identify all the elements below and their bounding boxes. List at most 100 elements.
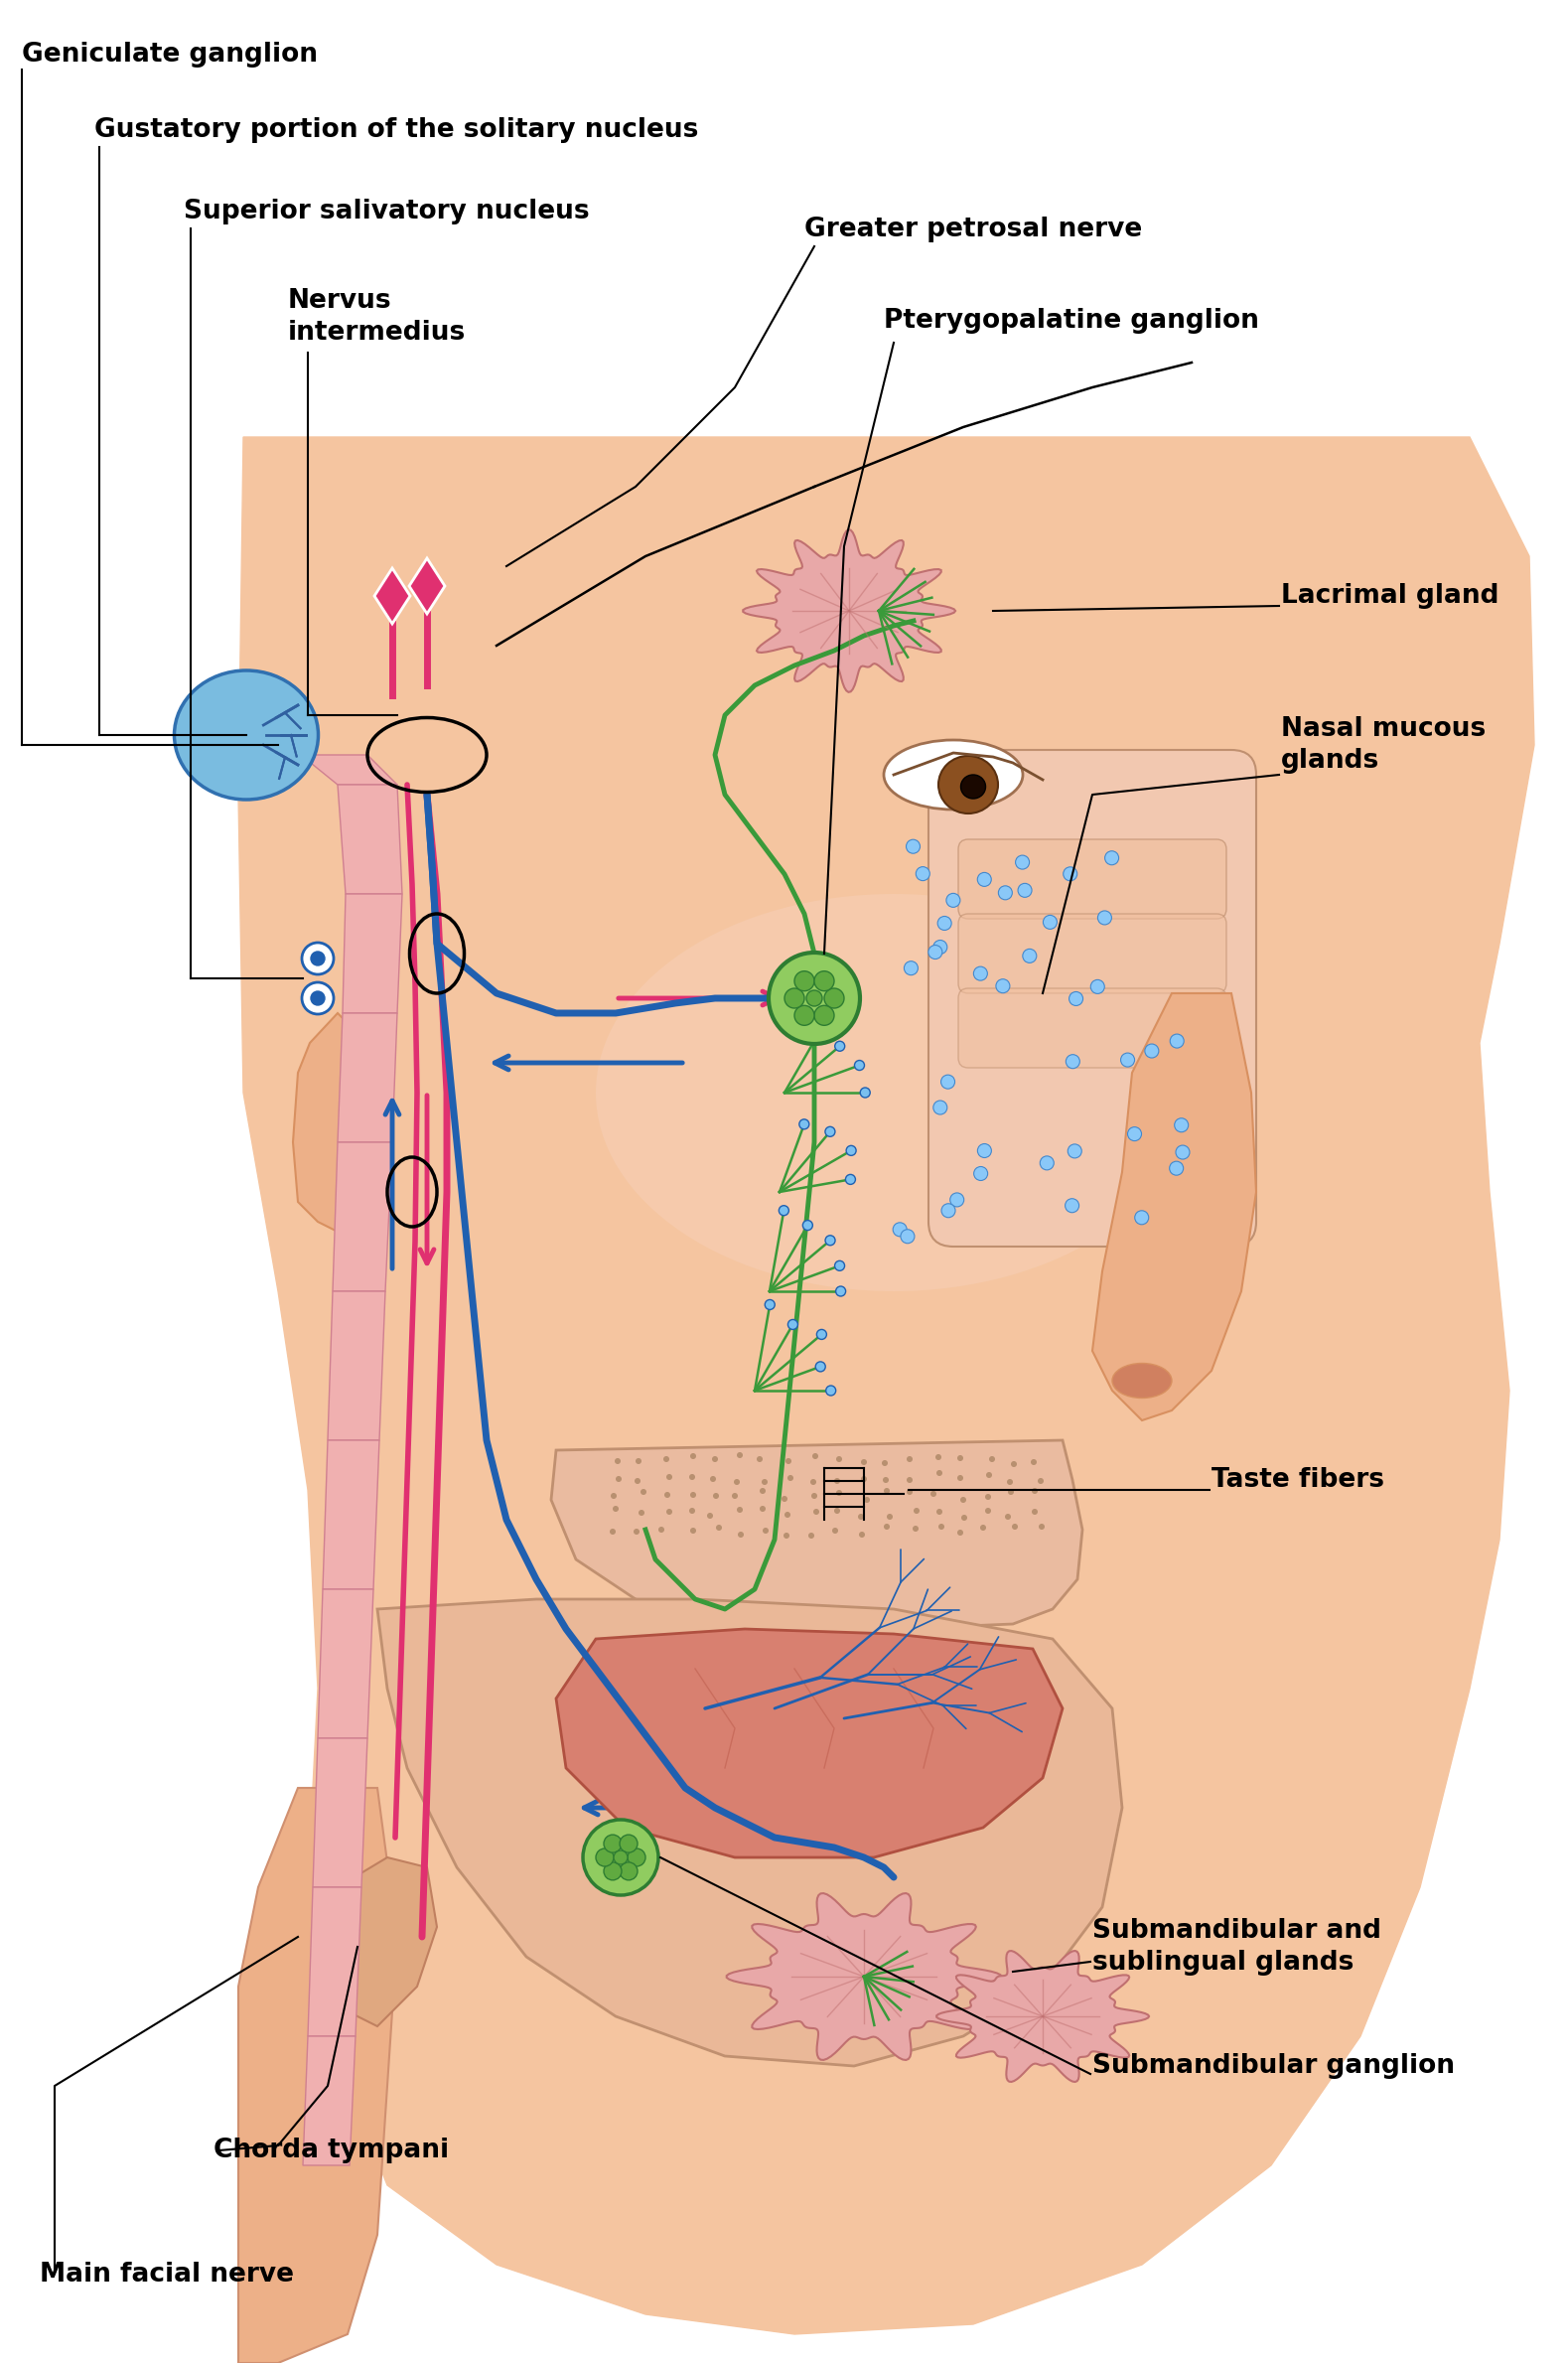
Text: Taste fibers: Taste fibers — [1212, 1467, 1385, 1493]
Circle shape — [1043, 914, 1057, 929]
Circle shape — [739, 1496, 745, 1503]
Circle shape — [1065, 1198, 1079, 1212]
Circle shape — [840, 1460, 847, 1467]
Circle shape — [808, 1526, 814, 1531]
Circle shape — [946, 893, 960, 907]
Circle shape — [303, 943, 334, 974]
Circle shape — [822, 1014, 831, 1026]
Circle shape — [764, 1307, 773, 1319]
Circle shape — [740, 1456, 746, 1463]
Circle shape — [627, 1848, 646, 1867]
Circle shape — [982, 1496, 988, 1503]
Circle shape — [1022, 950, 1036, 962]
Circle shape — [911, 1477, 917, 1482]
Circle shape — [613, 1850, 627, 1864]
Polygon shape — [743, 529, 955, 692]
Circle shape — [665, 1496, 670, 1503]
Circle shape — [989, 1510, 996, 1515]
Circle shape — [977, 872, 991, 886]
Text: Main facial nerve: Main facial nerve — [39, 2261, 293, 2287]
Circle shape — [906, 839, 920, 853]
Circle shape — [759, 1510, 765, 1517]
Circle shape — [958, 1458, 964, 1465]
Circle shape — [958, 1526, 964, 1534]
Circle shape — [619, 1862, 638, 1881]
Circle shape — [930, 1515, 936, 1519]
Circle shape — [1030, 1526, 1036, 1531]
Circle shape — [795, 1007, 814, 1026]
Circle shape — [905, 962, 917, 976]
Circle shape — [836, 1515, 842, 1519]
Circle shape — [859, 1491, 866, 1496]
Polygon shape — [307, 1888, 362, 2037]
Circle shape — [914, 1458, 919, 1463]
Circle shape — [784, 1493, 790, 1501]
Circle shape — [829, 1122, 839, 1132]
Circle shape — [713, 1531, 720, 1538]
Circle shape — [789, 1479, 795, 1484]
Circle shape — [732, 1512, 739, 1517]
Circle shape — [684, 1512, 690, 1519]
Circle shape — [884, 1515, 891, 1519]
Circle shape — [809, 1477, 815, 1484]
Circle shape — [682, 1472, 688, 1477]
Circle shape — [856, 1059, 867, 1070]
Polygon shape — [557, 1628, 1063, 1857]
Circle shape — [892, 1222, 906, 1236]
Text: Lacrimal gland: Lacrimal gland — [1281, 584, 1499, 610]
Circle shape — [837, 1040, 847, 1049]
Polygon shape — [337, 1014, 397, 1141]
Circle shape — [982, 1456, 988, 1460]
Polygon shape — [301, 754, 397, 785]
Circle shape — [1063, 867, 1077, 881]
Circle shape — [828, 1233, 837, 1243]
Circle shape — [936, 1529, 942, 1534]
Text: Submandibular and
sublingual glands: Submandibular and sublingual glands — [1093, 1919, 1381, 1975]
Circle shape — [638, 1493, 643, 1498]
Circle shape — [709, 1453, 715, 1458]
Circle shape — [933, 940, 947, 955]
Circle shape — [834, 1262, 844, 1271]
Circle shape — [822, 1359, 831, 1371]
Circle shape — [815, 1491, 822, 1496]
Circle shape — [803, 1219, 814, 1229]
Circle shape — [1035, 1493, 1041, 1498]
Circle shape — [928, 945, 942, 959]
Polygon shape — [337, 785, 401, 893]
Circle shape — [837, 1151, 848, 1160]
Circle shape — [782, 1460, 789, 1465]
Ellipse shape — [1112, 1363, 1171, 1399]
Polygon shape — [936, 1952, 1149, 2082]
Circle shape — [941, 1075, 955, 1089]
Ellipse shape — [884, 740, 1022, 811]
Circle shape — [977, 1144, 991, 1158]
Circle shape — [1011, 1477, 1018, 1484]
Circle shape — [806, 990, 822, 1007]
Circle shape — [735, 1531, 740, 1538]
Circle shape — [839, 1524, 845, 1529]
Circle shape — [739, 1470, 745, 1477]
Polygon shape — [1093, 992, 1256, 1420]
Circle shape — [610, 1470, 616, 1477]
Circle shape — [884, 1531, 891, 1536]
Circle shape — [834, 1491, 840, 1496]
Circle shape — [310, 992, 325, 1004]
Polygon shape — [342, 893, 401, 1014]
Circle shape — [858, 1477, 864, 1482]
Circle shape — [1135, 1210, 1149, 1224]
Circle shape — [1007, 1505, 1013, 1512]
Polygon shape — [323, 1439, 379, 1590]
Circle shape — [963, 1510, 967, 1517]
Circle shape — [757, 1458, 762, 1465]
Polygon shape — [312, 1739, 367, 1888]
Circle shape — [665, 1526, 670, 1534]
Text: Greater petrosal nerve: Greater petrosal nerve — [804, 217, 1142, 243]
Polygon shape — [726, 1893, 1002, 2061]
Circle shape — [795, 971, 814, 990]
Circle shape — [911, 1524, 917, 1531]
Circle shape — [837, 1285, 847, 1297]
Polygon shape — [332, 1141, 392, 1290]
Circle shape — [825, 988, 844, 1009]
Circle shape — [778, 1212, 787, 1222]
Circle shape — [933, 1101, 947, 1115]
